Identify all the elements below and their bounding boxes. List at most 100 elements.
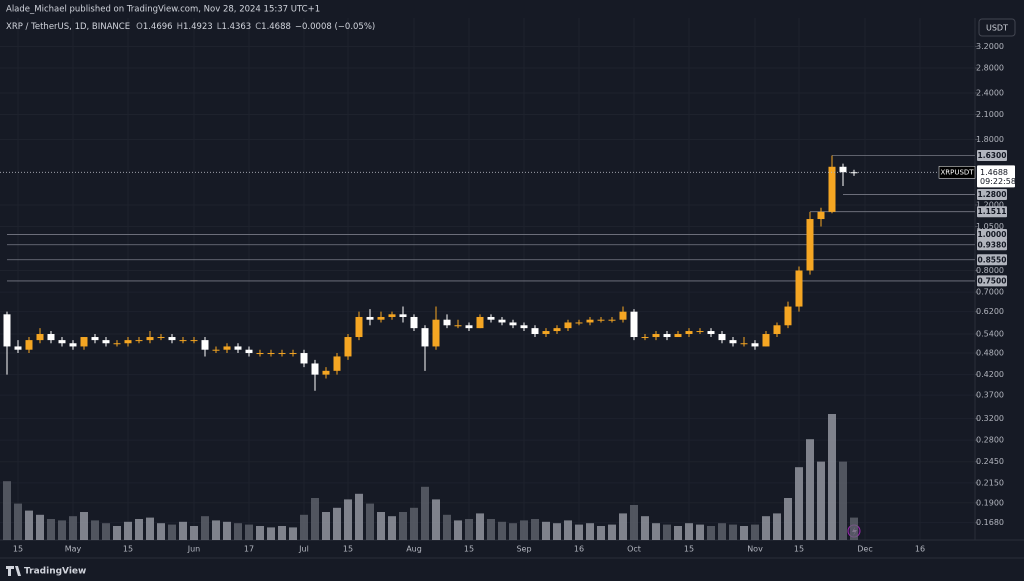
candle-body	[234, 346, 242, 350]
x-tick-label: May	[65, 545, 82, 554]
last-price: 1.4688	[980, 168, 1008, 177]
grid	[0, 18, 975, 540]
y-tick-label: 0.2150	[976, 478, 1004, 487]
volume-bar	[586, 523, 594, 540]
level-label-box	[977, 254, 1007, 266]
volume-bar	[806, 439, 814, 540]
x-tick-label: 15	[13, 545, 23, 554]
y-tick-label: 0.2800	[976, 436, 1004, 445]
volume-bar	[388, 516, 396, 540]
candle-body	[531, 328, 539, 335]
open-value: 1.4696	[143, 22, 173, 32]
volume-bar	[91, 520, 99, 540]
candle-body	[157, 337, 165, 339]
level-label: 0.7500	[978, 276, 1007, 285]
y-tick-label: 0.2450	[976, 457, 1004, 466]
volume-bar	[102, 523, 110, 540]
candle-body	[366, 316, 374, 320]
volume-bar	[322, 512, 330, 540]
candle-body	[36, 334, 44, 341]
volume-bar	[707, 526, 715, 540]
candle-body	[322, 370, 330, 375]
candle-body	[256, 353, 264, 355]
volume-bar	[520, 520, 528, 540]
candle-body	[14, 346, 22, 350]
volume-bar	[366, 503, 374, 540]
candle-body	[762, 334, 770, 347]
y-tick-label: 1.2000	[976, 200, 1004, 209]
candle-body	[388, 314, 396, 317]
low-label: L	[217, 22, 222, 32]
volume-bar	[355, 493, 363, 540]
candle-body	[311, 363, 319, 375]
x-tick-label: Oct	[627, 545, 641, 554]
countdown: 09:22:58	[980, 177, 1016, 186]
y-tick-label: 0.5400	[976, 330, 1004, 339]
volume-bar	[267, 527, 275, 540]
candle-body	[223, 346, 231, 350]
close-value: 1.4688	[261, 22, 291, 32]
y-tick-label: 3.2000	[976, 42, 1004, 51]
candle-body	[707, 331, 715, 335]
volume-bar	[608, 524, 616, 540]
volume-bar	[575, 524, 583, 540]
x-tick-label: 15	[684, 545, 694, 554]
volume-bar	[509, 523, 517, 540]
volume-bar	[80, 512, 88, 540]
volume-bar	[685, 523, 693, 540]
volume-bar	[146, 517, 154, 540]
volume-bar	[399, 512, 407, 540]
y-tick-label: 0.8000	[976, 266, 1004, 275]
candle-body	[674, 334, 682, 338]
candle-body	[146, 337, 154, 341]
volume-bar	[597, 526, 605, 540]
candle-body	[168, 337, 176, 341]
volume-bar	[58, 520, 66, 540]
candle-body	[542, 331, 550, 335]
volume-bar	[190, 526, 198, 540]
volume-bar	[157, 523, 165, 540]
currency-box[interactable]	[978, 18, 1016, 37]
candle-body	[25, 340, 33, 350]
x-tick-label: Dec	[857, 545, 872, 554]
candle-body	[91, 337, 99, 341]
level-label-box	[977, 239, 1007, 251]
currency[interactable]: USDT	[986, 24, 1008, 33]
volume-bar	[828, 414, 836, 540]
y-tick-label: 1.0500	[976, 222, 1004, 231]
volume-bar	[531, 519, 539, 540]
candle-body	[80, 337, 88, 347]
last-price-box	[977, 165, 1015, 188]
volume-bar	[465, 519, 473, 540]
candle-body	[575, 322, 583, 324]
volume-bar	[696, 524, 704, 540]
close-label: C	[255, 22, 261, 32]
candle-body	[377, 316, 385, 320]
y-tick-label: 0.3700	[976, 391, 1004, 400]
candle-body	[267, 353, 275, 355]
candle-body	[498, 319, 506, 323]
candle-body	[817, 211, 825, 220]
volume-bar	[69, 516, 77, 540]
candle-body	[113, 343, 121, 345]
volume-bar	[311, 498, 319, 540]
x-tick-label: Sep	[516, 545, 531, 554]
candle-body	[740, 343, 748, 345]
volume-bar	[630, 505, 638, 540]
volume-bar	[300, 514, 308, 540]
candle-body	[553, 328, 561, 332]
volume-bar	[795, 467, 803, 540]
candle-body	[509, 322, 517, 326]
y-tick-label: 0.3200	[976, 414, 1004, 423]
brand: TradingView	[24, 567, 86, 577]
y-tick-label: 0.4800	[976, 349, 1004, 358]
volume-bar	[839, 461, 847, 540]
candle-body	[3, 314, 11, 347]
candle-body	[520, 325, 528, 329]
volume-bar	[641, 516, 649, 540]
volume-bar	[663, 524, 671, 540]
level-label: 0.8550	[978, 255, 1007, 264]
candle-body	[333, 356, 341, 371]
symbol-tag-box	[938, 166, 976, 179]
